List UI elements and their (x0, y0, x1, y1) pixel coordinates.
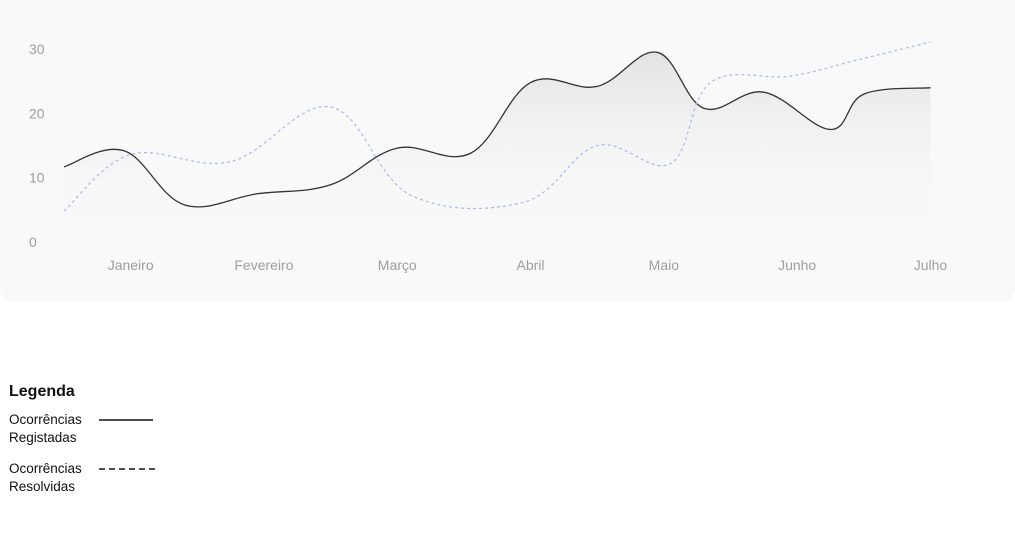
x-tick-label: Janeiro (108, 257, 154, 273)
x-tick-label: Abril (517, 257, 545, 273)
legend-title: Legenda (9, 383, 75, 400)
legend-label: Ocorrências Resolvidas (9, 460, 97, 496)
legend-item-resolvidas: Ocorrências Resolvidas (9, 460, 157, 496)
y-tick-label: 0 (29, 234, 37, 250)
series-areas (64, 51, 931, 242)
chart-card: 0 10 20 30 Janeiro Fevereiro Março Abril Maio Ju… (29, 41, 948, 273)
series-area-registadas (64, 51, 931, 242)
legend-dashed-line-icon (99, 468, 155, 470)
y-tick-label: 10 (29, 170, 45, 186)
legend-label-line2: Resolvidas (9, 479, 76, 494)
line-chart: 0 10 20 30 Janeiro Fevereiro Março Abril Maio Ju… (29, 41, 948, 273)
y-axis-ticks: 0 10 20 30 (29, 41, 45, 250)
x-tick-label: Fevereiro (234, 257, 293, 273)
x-tick-label: Maio (649, 257, 680, 273)
legend-solid-line-icon (99, 419, 153, 421)
legend: Legenda Ocorrências Registadas Ocorrênci… (9, 383, 157, 509)
x-tick-label: Junho (778, 257, 816, 273)
series-line-resolvidas (63, 41, 931, 212)
x-axis-ticks: Janeiro Fevereiro Março Abril Maio Junho Julho (108, 257, 948, 273)
series-lines (63, 41, 931, 212)
legend-label: Ocorrências Registadas (9, 411, 97, 447)
legend-label-line2: Registadas (9, 430, 77, 445)
y-tick-label: 20 (29, 105, 45, 121)
x-tick-label: Julho (914, 257, 948, 273)
legend-label-line1: Ocorrências (9, 412, 82, 427)
legend-label-line1: Ocorrências (9, 461, 82, 476)
series-line-registadas (63, 51, 931, 208)
y-tick-label: 30 (29, 41, 45, 57)
legend-item-registadas: Ocorrências Registadas (9, 411, 157, 447)
x-tick-label: Março (378, 257, 417, 273)
